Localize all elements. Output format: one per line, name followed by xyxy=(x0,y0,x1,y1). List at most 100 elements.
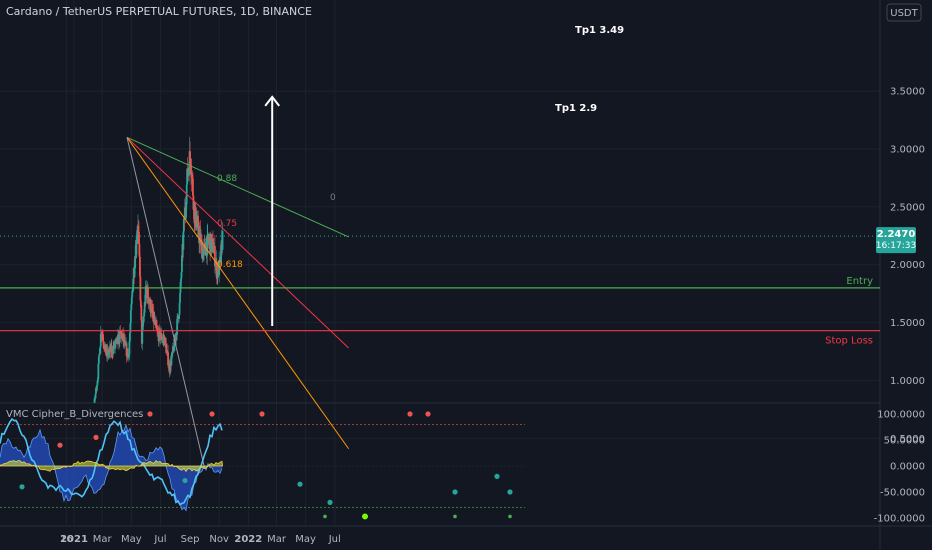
price-pane[interactable] xyxy=(0,95,880,468)
signal-dot xyxy=(327,499,333,505)
candle-body xyxy=(93,398,96,403)
candle-body xyxy=(197,221,200,236)
money-flow-area xyxy=(0,459,223,473)
candle-body xyxy=(97,356,100,364)
candle-body xyxy=(190,164,192,175)
trendline-088[interactable] xyxy=(126,136,349,238)
wave1-line xyxy=(0,423,223,512)
candle-body xyxy=(129,323,132,333)
candle-body xyxy=(138,244,141,257)
signal-dot xyxy=(182,477,188,484)
candle-body xyxy=(156,328,159,330)
candle-body xyxy=(180,278,182,282)
trendline-075[interactable] xyxy=(126,137,349,349)
candle-body xyxy=(206,235,209,256)
candle-body xyxy=(169,361,172,371)
candle-body xyxy=(180,272,183,279)
candle-body xyxy=(124,340,127,342)
price-tick-label: 0.5000 xyxy=(890,434,925,445)
date-tick-label: Mar xyxy=(267,534,287,545)
candle-body xyxy=(97,363,100,379)
candle-body xyxy=(114,344,116,348)
currency-button[interactable] xyxy=(886,3,922,22)
candle-body xyxy=(189,158,192,165)
candle-body xyxy=(154,321,157,324)
candle-body xyxy=(98,353,101,355)
trendline-0618[interactable] xyxy=(126,137,350,450)
candle-body xyxy=(168,363,171,373)
indicator-axis[interactable]: 100.0000 50.0000 0.0000 -50.0000 -100.0000 xyxy=(874,410,925,525)
candle-body xyxy=(194,207,197,227)
candle-body xyxy=(150,306,153,314)
candle-body xyxy=(212,238,214,253)
candle-body xyxy=(142,316,145,322)
candle-body xyxy=(96,385,98,391)
candle-body xyxy=(218,260,221,261)
signal-dot xyxy=(209,411,215,417)
candle-body xyxy=(176,319,179,335)
candle-body xyxy=(131,291,134,298)
candle-body xyxy=(181,255,183,273)
price-tick-label: 1.5000 xyxy=(890,318,925,329)
candle-body xyxy=(128,341,131,355)
candle-body xyxy=(147,287,149,299)
candle-body xyxy=(94,398,96,400)
date-tick-label: Jul xyxy=(153,534,166,545)
candle-body xyxy=(208,240,211,243)
candle-body xyxy=(107,352,110,355)
signal-dot xyxy=(93,434,99,440)
candle-body xyxy=(178,314,180,319)
candle-body xyxy=(136,230,139,238)
candle-body xyxy=(171,352,173,358)
trendline-0[interactable] xyxy=(126,137,205,468)
candle-body xyxy=(158,329,160,342)
wave2-line xyxy=(0,417,223,506)
candle-body xyxy=(221,231,224,250)
candle-body xyxy=(202,251,205,260)
candle-body xyxy=(149,299,152,313)
candle-body xyxy=(99,333,102,347)
signal-dot xyxy=(507,489,513,495)
indicator-pane[interactable] xyxy=(0,411,525,520)
candle-body xyxy=(102,341,105,345)
candle-body xyxy=(121,335,124,339)
horizontal-levels[interactable] xyxy=(0,287,880,332)
date-tick-label: 16 xyxy=(60,534,73,545)
candle-body xyxy=(191,174,194,179)
candle-body xyxy=(182,218,185,232)
candle-body xyxy=(164,338,167,344)
candle-body xyxy=(101,334,104,337)
date-tick-label: Sep xyxy=(181,534,200,545)
candle-body xyxy=(157,331,159,333)
tp-annotation-29[interactable]: Tp1 2.9 xyxy=(555,103,597,114)
tp-annotation-349[interactable]: Tp1 3.49 xyxy=(575,25,624,36)
date-tick-label: Mar xyxy=(93,534,113,545)
trendlines[interactable] xyxy=(126,136,350,468)
candle-body xyxy=(104,345,106,350)
arrow-head xyxy=(264,95,280,107)
candle-body xyxy=(213,249,215,252)
candle-body xyxy=(133,268,136,275)
date-tick-label: May xyxy=(295,534,316,545)
target-arrow[interactable] xyxy=(264,95,280,327)
indicator-tick-label: 0.0000 xyxy=(890,462,925,473)
candle-body xyxy=(144,286,147,304)
candle-body xyxy=(166,350,169,353)
price-tick-label: 1.0000 xyxy=(890,376,925,387)
candle-body xyxy=(130,304,133,311)
candle-body xyxy=(153,318,156,324)
candle-body xyxy=(173,338,176,351)
price-axis[interactable]: 3.5000 3.0000 2.5000 2.0000 1.5000 1.0000 0.50… xyxy=(890,87,925,445)
price-tick-label: 3.0000 xyxy=(890,144,925,155)
candle-body xyxy=(139,256,141,277)
candle-body xyxy=(132,278,135,291)
price-tick-label: 2.0000 xyxy=(890,260,925,271)
candle-body xyxy=(174,339,177,341)
candle-body xyxy=(152,311,155,323)
date-tick-label: 2021 xyxy=(60,534,88,545)
candle-body xyxy=(179,293,181,303)
candle-body xyxy=(158,329,161,331)
candle-body xyxy=(215,261,218,279)
